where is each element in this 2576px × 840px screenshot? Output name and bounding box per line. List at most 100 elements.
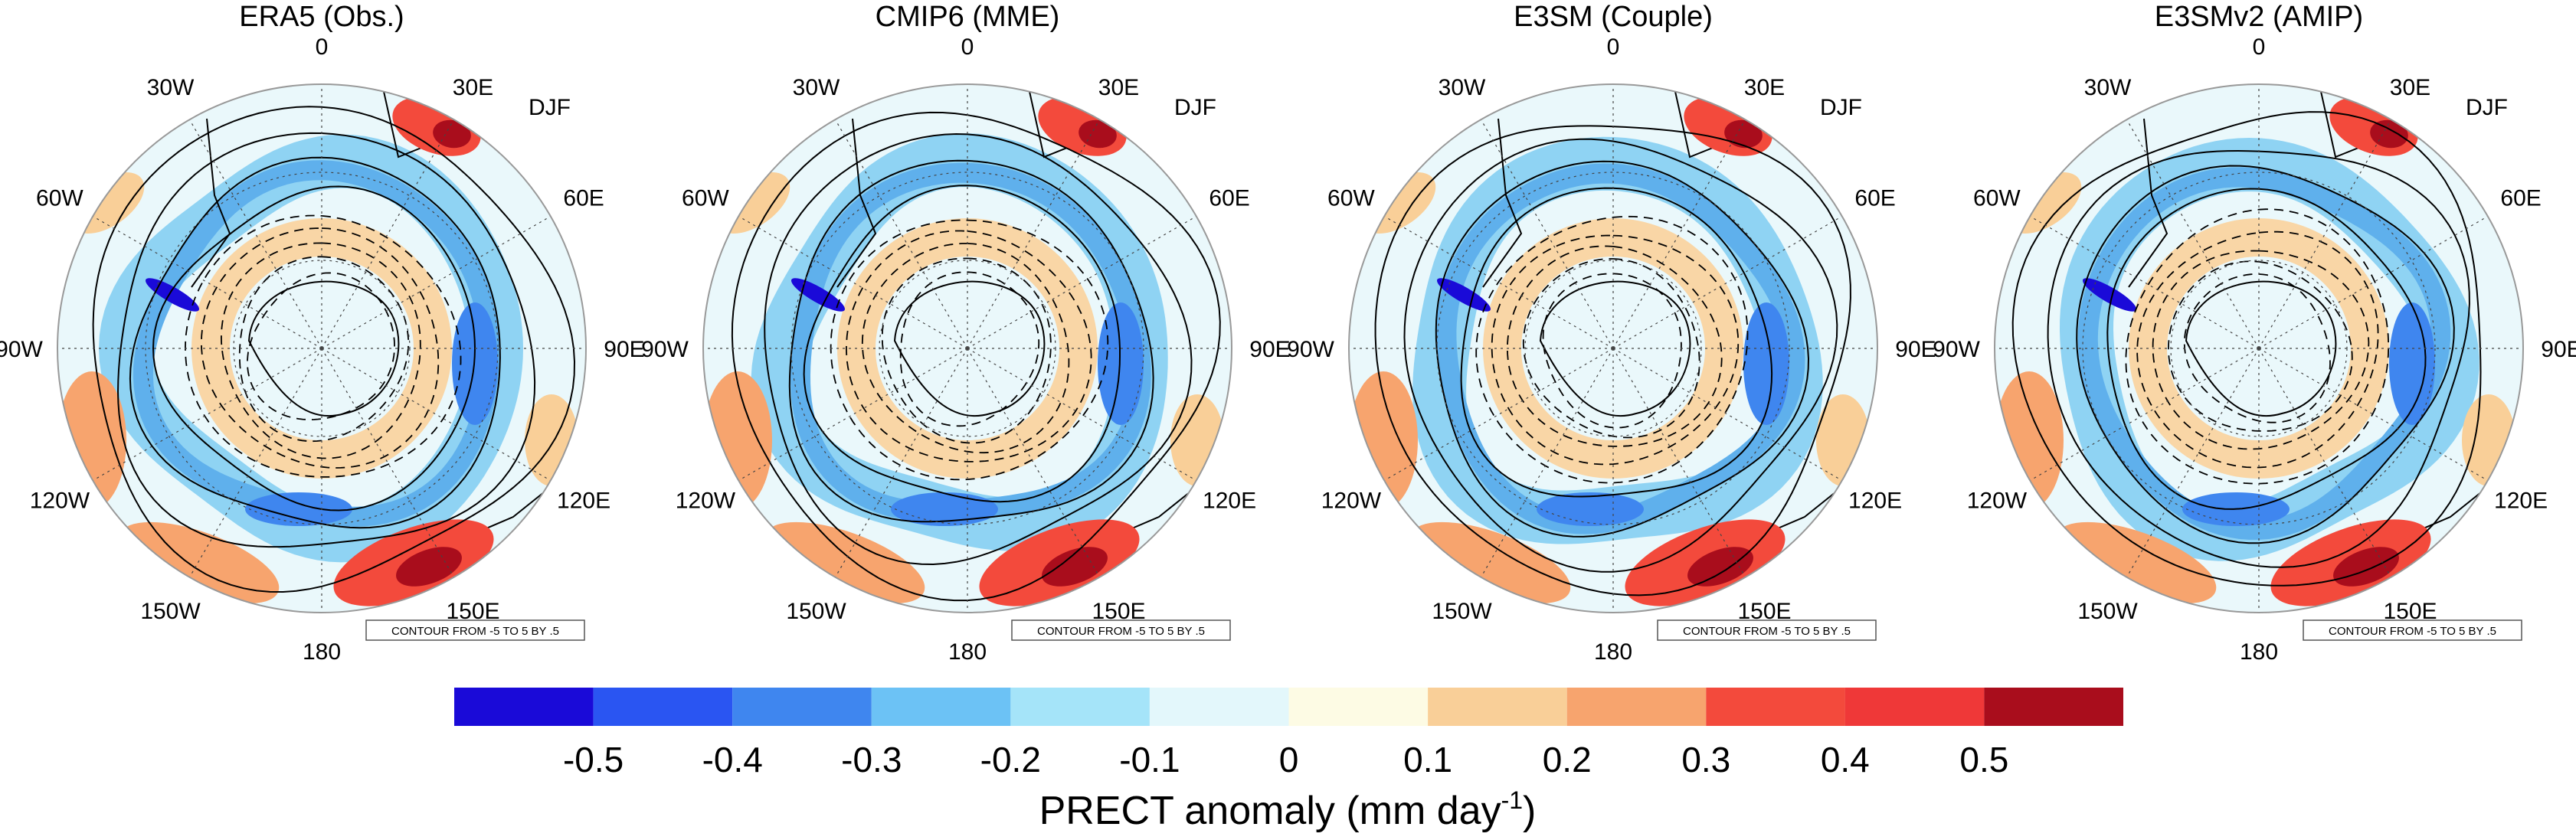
longitude-label: 0	[961, 34, 974, 60]
meridian-gridline	[834, 348, 968, 578]
dashed-contour-line	[899, 271, 1040, 427]
meridian-gridline	[1612, 348, 1746, 578]
meridian-gridline	[1612, 215, 1843, 349]
season-label: DJF	[1820, 95, 1862, 120]
colorbar-tick-label: 0	[1279, 740, 1299, 780]
longitude-label: 0	[316, 34, 329, 60]
longitude-label: 90W	[1933, 337, 1980, 362]
contour-info-text: CONTOUR FROM -5 TO 5 BY .5	[391, 625, 559, 638]
contour-info-text: CONTOUR FROM -5 TO 5 BY .5	[2329, 625, 2496, 638]
longitude-label: 180	[1594, 639, 1632, 665]
meridian-gridline	[2029, 215, 2260, 349]
meridian-gridline	[967, 215, 1197, 349]
longitude-label: 60W	[1973, 186, 2021, 211]
longitude-label: 120E	[2494, 489, 2548, 514]
contour-info-box	[1011, 619, 1231, 641]
meridian-gridline	[321, 215, 552, 349]
meridian-gridline	[92, 215, 322, 349]
antarctica-coastline	[2185, 280, 2337, 417]
longitude-label: 120E	[557, 489, 610, 514]
positive-anomaly-blob	[1410, 521, 1571, 604]
strong-positive-anomaly-blob	[2370, 119, 2408, 149]
longitude-label: 60W	[36, 186, 83, 211]
longitude-label: 180	[303, 639, 341, 665]
colorbar-tick-label: -0.4	[702, 740, 763, 780]
strong-positive-anomaly-blob	[433, 119, 471, 149]
meridian-gridline	[1480, 348, 1614, 578]
dashed-contour-line	[1542, 273, 1682, 429]
meridian-gridline	[2126, 348, 2260, 578]
longitude-label: 30E	[2390, 75, 2430, 100]
strong-positive-anomaly-blob	[396, 547, 462, 587]
panel-title: ERA5 (Obs.)	[239, 1, 404, 33]
longitude-label: 0	[1607, 34, 1620, 60]
colorbar-segment	[1288, 688, 1429, 726]
longitude-label: 30E	[453, 75, 493, 100]
contour-info-box	[2303, 619, 2522, 641]
contour-line	[2047, 149, 2470, 568]
antarctica-coastline	[247, 280, 400, 417]
strong-positive-anomaly-blob	[1042, 547, 1108, 587]
longitude-label: 180	[2240, 639, 2278, 665]
colorbar-tick-label: -0.3	[841, 740, 902, 780]
longitude-label: 150W	[1432, 599, 1492, 624]
longitude-label: 60E	[2500, 186, 2541, 211]
meridian-gridline	[321, 348, 552, 482]
colorbar-segment	[1010, 688, 1150, 726]
map-panel: E3SMv2 (AMIP)030E60E90E120E150E180150W12…	[1933, 1, 2576, 665]
strong-negative-anomaly-blob	[2083, 278, 2136, 312]
longitude-label: 120W	[30, 489, 90, 514]
contour-info-box	[365, 619, 585, 641]
colorbar-segment	[1566, 688, 1707, 726]
longitude-label: 30W	[793, 75, 840, 100]
contour-line	[2106, 188, 2427, 510]
longitude-label: 30E	[1098, 75, 1139, 100]
map-panel: E3SM (Couple)030E60E90E120E150E180150W12…	[1287, 1, 1936, 665]
map-boundary	[702, 83, 1232, 613]
dashed-contour-line	[2183, 273, 2331, 423]
meridian-gridline	[2258, 348, 2392, 578]
colorbar-tick-label: 0.2	[1543, 740, 1592, 780]
longitude-label: 90W	[641, 337, 689, 362]
colorbar-title-main: PRECT anomaly (mm day	[1039, 789, 1501, 833]
colorbar-segment	[593, 688, 733, 726]
strong-positive-anomaly-blob	[1724, 119, 1763, 149]
meridian-gridline	[738, 215, 968, 349]
antarctica-coastline	[1539, 280, 1691, 417]
meridian-gridline	[321, 119, 455, 349]
map-boundary	[57, 83, 587, 613]
map-boundary	[1994, 83, 2524, 613]
longitude-label: 90E	[2541, 337, 2576, 362]
contour-line	[1403, 138, 1838, 573]
longitude-label: 150W	[786, 599, 846, 624]
meridian-gridline	[738, 348, 968, 482]
meridian-gridline	[2258, 215, 2489, 349]
meridian-gridline	[1383, 215, 1614, 349]
longitude-label: 90W	[0, 337, 44, 362]
longitude-label: 60E	[563, 186, 604, 211]
positive-anomaly-blob	[764, 521, 925, 604]
meridian-gridline	[188, 119, 322, 349]
meridian-gridline	[967, 348, 1101, 578]
dashed-contour-line	[184, 214, 462, 478]
longitude-label: 0	[2253, 34, 2266, 60]
longitude-label: 90E	[1249, 337, 1290, 362]
longitude-label: 90E	[604, 337, 644, 362]
colorbar-tick-label: -0.5	[563, 740, 624, 780]
meridian-gridline	[2126, 119, 2260, 349]
longitude-label: 120E	[1848, 489, 1902, 514]
colorbar-tick-label: 0.4	[1821, 740, 1870, 780]
longitude-label: 60W	[682, 186, 729, 211]
meridian-gridline	[2029, 348, 2260, 482]
strong-negative-anomaly-blob	[1437, 278, 1491, 312]
longitude-label: 60E	[1209, 186, 1249, 211]
meridian-gridline	[1612, 119, 1746, 349]
meridian-gridline	[2258, 348, 2489, 482]
meridian-gridline	[2258, 119, 2392, 349]
longitude-label: 150W	[140, 599, 201, 624]
meridian-gridline	[1612, 348, 1843, 482]
panel-title: E3SMv2 (AMIP)	[2155, 1, 2363, 33]
strong-negative-anomaly-blob	[791, 278, 845, 312]
panel-title: E3SM (Couple)	[1514, 1, 1713, 33]
negative-anomaly-blob	[2389, 302, 2435, 425]
